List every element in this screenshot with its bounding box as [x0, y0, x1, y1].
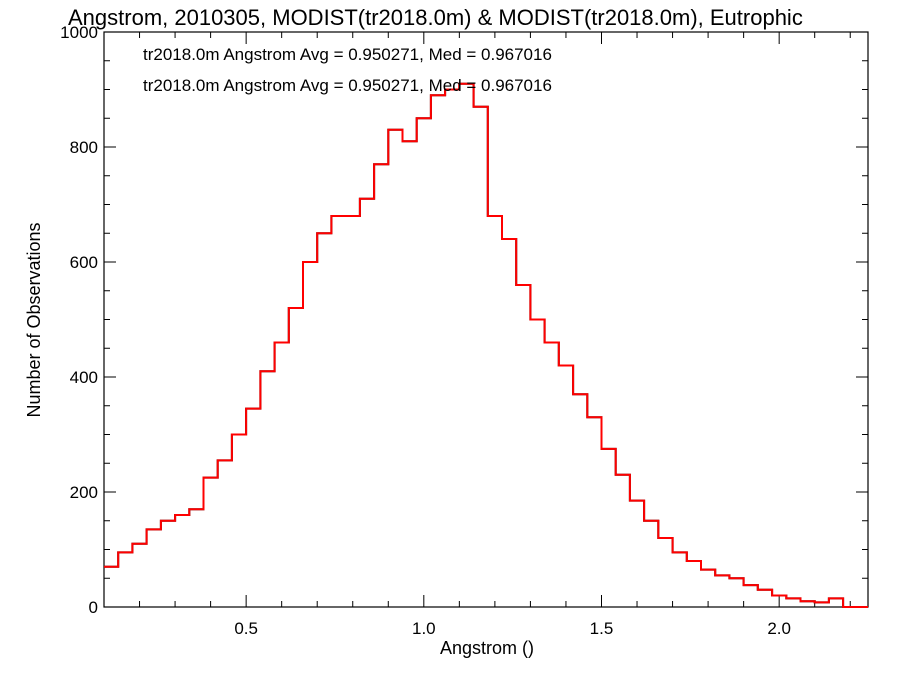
annotation-red: tr2018.0m Angstrom Avg = 0.950271, Med =… — [143, 76, 552, 95]
x-tick-label: 0.5 — [234, 619, 258, 638]
y-tick-label: 0 — [89, 598, 98, 617]
chart-title: Angstrom, 2010305, MODIST(tr2018.0m) & M… — [68, 5, 803, 30]
y-tick-label: 200 — [70, 483, 98, 502]
plot-frame — [103, 31, 869, 608]
x-axis-label: Angstrom () — [440, 638, 534, 658]
series-line-1 — [104, 82, 868, 608]
y-tick-label: 400 — [70, 368, 98, 387]
x-tick-label: 1.5 — [590, 619, 614, 638]
y-axis-label: Number of Observations — [24, 222, 44, 417]
tick-labels: 0 200 400 600 800 1000 0.5 1.0 1.5 2.0 — [60, 23, 791, 638]
y-tick-label: 1000 — [60, 23, 98, 42]
plot-series — [104, 82, 868, 608]
x-tick-label: 2.0 — [767, 619, 791, 638]
x-tick-label: 1.0 — [412, 619, 436, 638]
y-tick-label: 600 — [70, 253, 98, 272]
annotation-black: tr2018.0m Angstrom Avg = 0.950271, Med =… — [143, 45, 552, 64]
plot-axes — [103, 31, 869, 608]
series-line-0 — [104, 82, 868, 608]
y-tick-label: 800 — [70, 138, 98, 157]
